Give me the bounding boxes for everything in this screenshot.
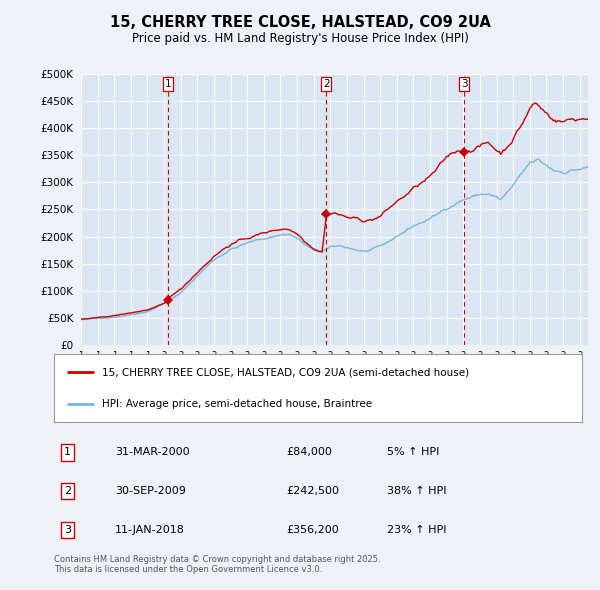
Text: 23% ↑ HPI: 23% ↑ HPI [386, 525, 446, 535]
Text: £242,500: £242,500 [286, 486, 340, 496]
Text: 1: 1 [165, 79, 172, 89]
Text: 30-SEP-2009: 30-SEP-2009 [115, 486, 185, 496]
Text: HPI: Average price, semi-detached house, Braintree: HPI: Average price, semi-detached house,… [101, 398, 371, 408]
Text: 2: 2 [64, 486, 71, 496]
Text: Price paid vs. HM Land Registry's House Price Index (HPI): Price paid vs. HM Land Registry's House … [131, 32, 469, 45]
Text: £356,200: £356,200 [286, 525, 339, 535]
Text: 15, CHERRY TREE CLOSE, HALSTEAD, CO9 2UA: 15, CHERRY TREE CLOSE, HALSTEAD, CO9 2UA [110, 15, 490, 30]
Text: 3: 3 [461, 79, 467, 89]
Text: 3: 3 [64, 525, 71, 535]
Text: 31-MAR-2000: 31-MAR-2000 [115, 447, 190, 457]
Text: 38% ↑ HPI: 38% ↑ HPI [386, 486, 446, 496]
Text: Contains HM Land Registry data © Crown copyright and database right 2025.
This d: Contains HM Land Registry data © Crown c… [54, 555, 380, 574]
Text: 2: 2 [323, 79, 329, 89]
Text: 5% ↑ HPI: 5% ↑ HPI [386, 447, 439, 457]
Text: £84,000: £84,000 [286, 447, 332, 457]
Text: 15, CHERRY TREE CLOSE, HALSTEAD, CO9 2UA (semi-detached house): 15, CHERRY TREE CLOSE, HALSTEAD, CO9 2UA… [101, 368, 469, 378]
Text: 1: 1 [64, 447, 71, 457]
Text: 11-JAN-2018: 11-JAN-2018 [115, 525, 185, 535]
